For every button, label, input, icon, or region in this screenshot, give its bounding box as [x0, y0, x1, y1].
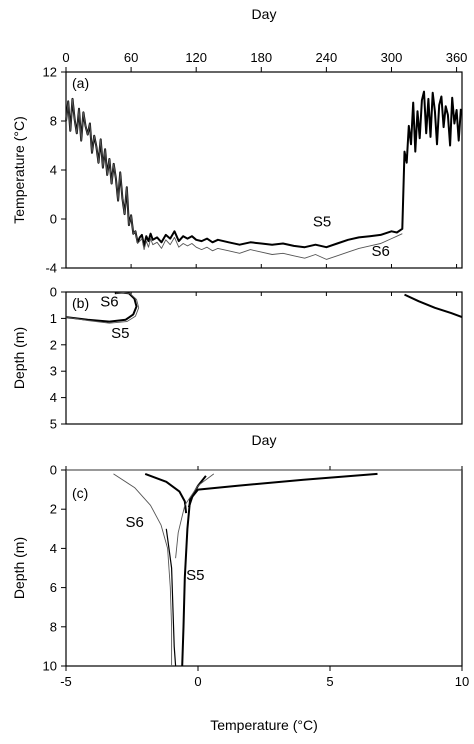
y-axis-title-a: Temperature (°C): [11, 116, 27, 224]
series-line-c-s6-cold: [113, 473, 173, 666]
panel-b: 0 1 2 3 4 5 Depth (m) (b) S6 S5: [11, 285, 463, 432]
plot-frame-a: [65, 71, 463, 269]
x-axis-title-c: Temperature (°C): [210, 717, 318, 733]
y-tick-label-a: 8: [50, 114, 57, 129]
x-tick-label-a: 300: [381, 50, 403, 65]
series-label-b-s5: S5: [111, 325, 129, 342]
panel-title-c: Day: [252, 432, 277, 448]
x-tick-label-c: 10: [455, 674, 469, 689]
panel-tag-c: (c): [72, 485, 88, 501]
y-tick-label-a: -4: [45, 261, 57, 276]
y-axis-title-b: Depth (m): [11, 327, 27, 389]
series-line-c-s5-mid: [187, 475, 207, 508]
series-line-b-late-season: [404, 293, 463, 319]
series-label-c-s6: S6: [125, 514, 143, 531]
x-tick-label-a: 60: [124, 50, 138, 65]
plot-frame-c: [65, 469, 463, 667]
x-tick-label-a: 0: [62, 50, 69, 65]
y-tick-label-b: 3: [50, 364, 57, 379]
series-line-a-s6: [65, 98, 403, 260]
panel-tag-a: (a): [72, 75, 89, 91]
x-axis-title-a: Day: [252, 6, 277, 22]
y-tick-label-b: 2: [50, 337, 57, 352]
series-label-c-s5: S5: [186, 567, 204, 584]
x-tick-label-c: 0: [194, 674, 201, 689]
x-tick-label-a: 360: [446, 50, 468, 65]
y-tick-label-b: 1: [50, 311, 57, 326]
y-tick-label-c: 0: [50, 463, 57, 478]
y-tick-label-b: 5: [50, 417, 57, 432]
x-tick-label-a: 180: [250, 50, 272, 65]
y-tick-label-b: 0: [50, 285, 57, 300]
series-line-c-s5-warm: [181, 472, 378, 667]
series-line-b-s6: [65, 292, 140, 324]
series-line-c-s6-warm: [175, 473, 215, 559]
y-tick-label-c: 10: [43, 659, 57, 674]
x-tick-label-a: 120: [185, 50, 207, 65]
y-tick-label-c: 8: [50, 619, 57, 634]
x-tick-label-c: 5: [326, 674, 333, 689]
x-tick-label-c: -5: [60, 674, 72, 689]
series-label-a-s5: S5: [313, 213, 331, 230]
panel-tag-b: (b): [72, 295, 89, 311]
series-label-a-s6: S6: [371, 243, 389, 260]
series-line-c-s6-thick: [165, 528, 177, 667]
panel-a: 0 60 120 180 240 300 360 Day -4 0 4 8 12 Temperature …: [11, 6, 467, 276]
panel-c: Day -5 0 5 10 Temperature (°C) 0 2 4 6 8 10 Depth (m…: [11, 432, 469, 733]
series-label-b-s6: S6: [100, 294, 118, 311]
y-tick-label-a: 4: [50, 163, 57, 178]
x-tick-label-a: 240: [316, 50, 338, 65]
y-tick-label-b: 4: [50, 390, 57, 405]
series-line-a-s5: [65, 90, 462, 249]
y-axis-title-c: Depth (m): [11, 537, 27, 599]
y-tick-label-c: 4: [50, 541, 57, 556]
y-tick-label-c: 6: [50, 580, 57, 595]
plot-frame-b: [65, 291, 463, 425]
y-tick-label-a: 12: [43, 65, 57, 80]
y-tick-label-c: 2: [50, 502, 57, 517]
y-tick-label-a: 0: [50, 212, 57, 227]
